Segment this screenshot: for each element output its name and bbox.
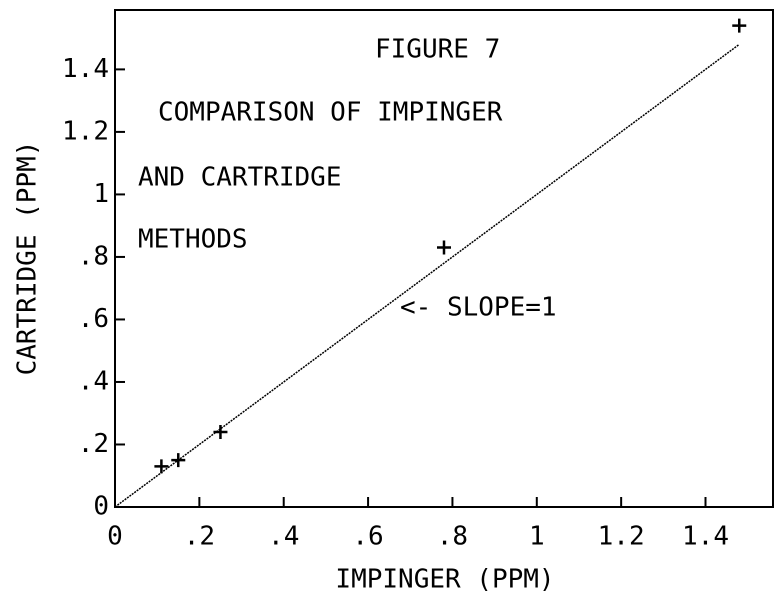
y-tick-label: .8 (78, 241, 109, 271)
x-axis-label: IMPINGER (PPM) (335, 565, 554, 595)
point (154, 459, 169, 474)
y-tick-label: .4 (78, 366, 109, 396)
y-tick-label: 1.2 (62, 116, 109, 146)
y-tick-label: 1.4 (62, 54, 109, 84)
x-tick-label: 1.4 (682, 522, 729, 552)
annotation: AND CARTRIDGE (138, 163, 342, 193)
point (213, 424, 228, 439)
plot-frame (114, 9, 774, 508)
x-tick-label: .2 (184, 522, 215, 552)
x-tick-label: 1 (529, 522, 545, 552)
reference-line (114, 43, 740, 508)
x-tick-label: 0 (107, 522, 123, 552)
point (437, 240, 451, 255)
annotation: METHODS (138, 225, 248, 255)
y-tick-label: .2 (78, 429, 109, 459)
x-tick-label: .8 (437, 522, 468, 552)
x-tick-label: .6 (352, 522, 383, 552)
x-tick-label: .4 (268, 522, 299, 552)
annotation: COMPARISON OF IMPINGER (158, 98, 503, 128)
point (171, 453, 186, 468)
annotation: FIGURE 7 (375, 35, 500, 65)
y-axis-label: CARTRIDGE (PPM) (13, 141, 43, 376)
annotation: <- SLOPE=1 (400, 293, 557, 323)
x-tick-label: 1.2 (598, 522, 645, 552)
point (732, 18, 747, 33)
y-tick-label: 1 (93, 179, 109, 209)
y-tick-label: 0 (93, 492, 109, 522)
y-tick-label: .6 (78, 304, 109, 334)
